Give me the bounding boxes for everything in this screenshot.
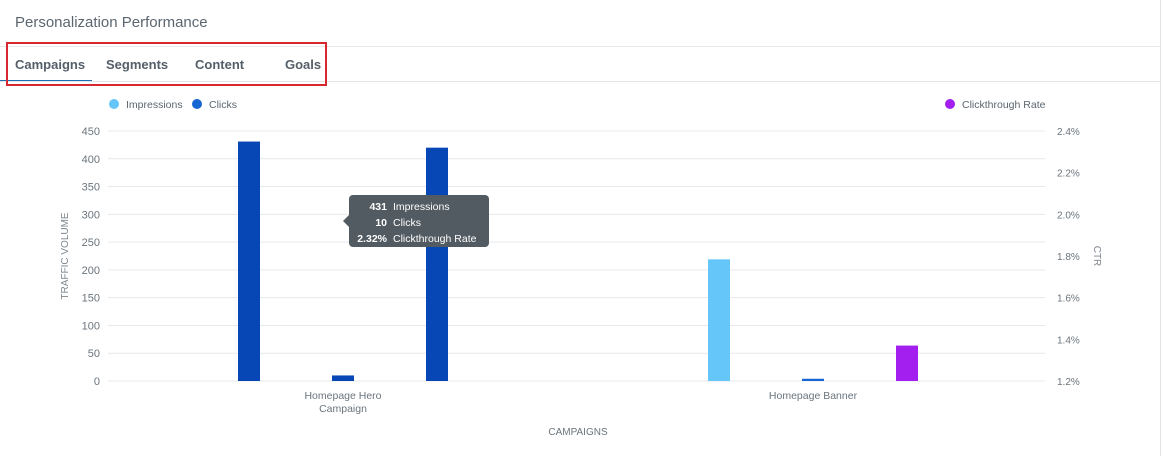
y2-axis-title: CTR — [1091, 246, 1102, 267]
y2-tick-label: 2.0% — [1057, 210, 1080, 221]
tab-bar: Campaigns Segments Content Goals — [0, 47, 1160, 82]
tooltip-row-clicks: 10 Clicks — [349, 215, 489, 231]
tooltip-impressions-label: Impressions — [393, 201, 450, 213]
y2-tick-label: 1.4% — [1057, 335, 1080, 346]
y2-tick-label: 1.6% — [1057, 294, 1080, 305]
legend-marker — [109, 99, 119, 109]
bar-clicks — [332, 375, 354, 381]
x-tick-label: Homepage Hero — [304, 390, 381, 402]
y-tick-label: 250 — [82, 237, 100, 249]
y-tick-label: 200 — [82, 265, 100, 277]
tab-content[interactable]: Content — [195, 57, 245, 72]
y-tick-label: 350 — [82, 182, 100, 194]
bar-impressions — [238, 141, 260, 381]
y-tick-label: 450 — [82, 126, 100, 138]
tooltip-ctr-label: Clickthrough Rate — [393, 233, 477, 245]
title-divider — [0, 46, 1160, 47]
tooltip-clicks-label: Clicks — [393, 217, 421, 229]
x-tick-label: Campaign — [319, 403, 367, 415]
y-tick-label: 400 — [82, 154, 100, 166]
legend-label: Clicks — [209, 99, 237, 111]
tab-campaigns[interactable]: Campaigns — [15, 57, 86, 72]
panel-right-border — [1160, 0, 1161, 456]
y-tick-label: 0 — [94, 376, 100, 388]
chart-tooltip: 431 Impressions 10 Clicks 2.32% Clickthroug… — [343, 195, 489, 247]
x-tick-label: Homepage Banner — [769, 390, 858, 402]
bar-clicks — [802, 378, 824, 381]
bar-clickthrough-rate — [426, 147, 448, 381]
y-axis-title: TRAFFIC VOLUME — [60, 212, 71, 300]
legend-label: Clickthrough Rate — [962, 99, 1046, 111]
y-tick-label: 300 — [82, 209, 100, 221]
tabs-divider — [0, 81, 1160, 82]
legend-marker — [945, 99, 955, 109]
x-axis-title: CAMPAIGNS — [548, 427, 608, 438]
tooltip-row-ctr: 2.32% Clickthrough Rate — [349, 231, 489, 247]
y-tick-label: 100 — [82, 320, 100, 332]
y2-tick-label: 1.2% — [1057, 377, 1080, 388]
bar-clickthrough-rate — [896, 345, 918, 381]
y2-tick-label: 2.2% — [1057, 169, 1080, 180]
y2-tick-label: 1.8% — [1057, 252, 1080, 263]
panel-title: Personalization Performance — [15, 14, 208, 31]
tooltip-clicks-value: 10 — [375, 217, 387, 229]
y2-tick-label: 2.4% — [1057, 127, 1080, 138]
tab-goals[interactable]: Goals — [285, 57, 322, 72]
legend-marker — [192, 99, 202, 109]
legend-label: Impressions — [126, 99, 183, 111]
tooltip-row-impressions: 431 Impressions — [349, 199, 489, 215]
tooltip-impressions-value: 431 — [369, 201, 387, 213]
tooltip-ctr-value: 2.32% — [357, 233, 387, 245]
y-tick-label: 50 — [88, 348, 100, 360]
tab-segments[interactable]: Segments — [106, 57, 169, 72]
y-tick-label: 150 — [82, 293, 100, 305]
bar-impressions — [708, 259, 730, 381]
